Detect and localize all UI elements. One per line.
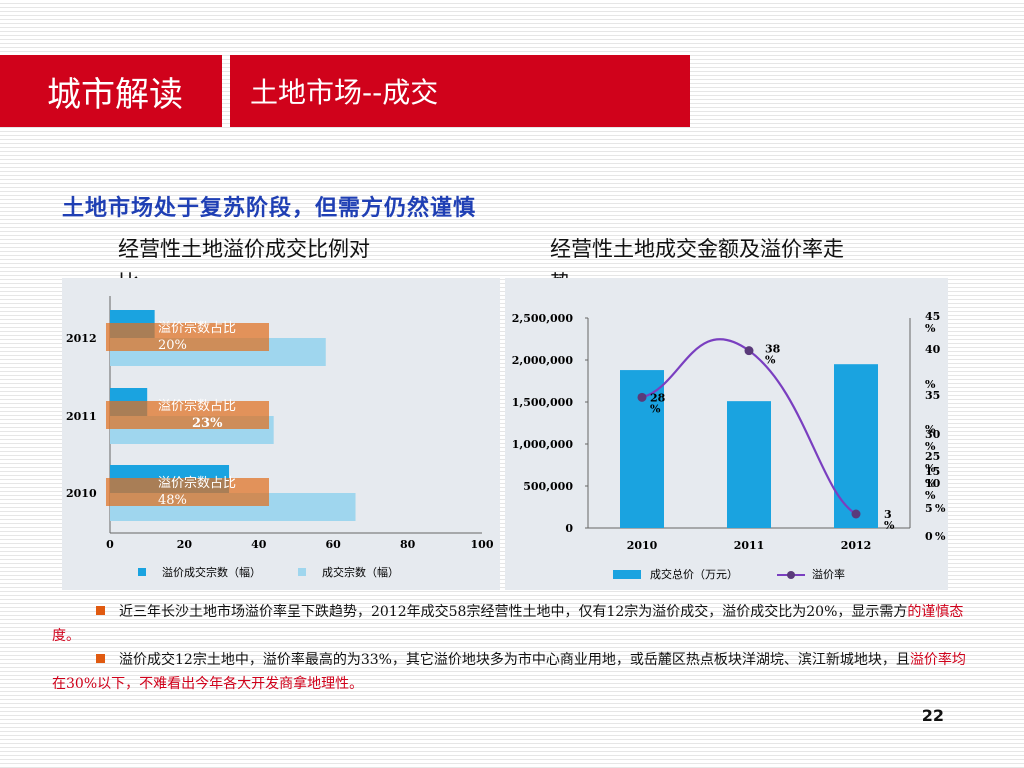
right-axis-tick: 25 [925,450,940,463]
right-axis-tick: 35 [925,389,940,402]
right-axis-tick-unit: % [925,440,936,453]
left-x-tick: 0 [106,538,114,551]
page-number: 22 [921,706,944,725]
premium-rate-point [851,509,861,519]
bullet-list: 近三年长沙土地市场溢价率呈下跌趋势，2012年成交58宗经营性土地中，仅有12宗… [52,600,967,696]
bullet-2: 溢价成交12宗土地中，溢价率最高的为33%，其它溢价地块多为市中心商业用地，或岳… [52,648,967,696]
right-axis-tick: 45 [925,310,940,323]
left-bar-chart: 0 20 40 60 80 100 2012 2011 2010 溢价宗数占比 20% 溢价宗数占… [66,296,494,579]
right-axis-tick: 5 [925,502,933,515]
right-category-label: 2011 [734,539,765,552]
legend-swatch-premium [138,568,146,576]
legend-label-rate: 溢价率 [812,567,845,581]
legend-label-total: 成交宗数（幅） [322,565,399,579]
right-axis-tick-unit: % [925,489,936,502]
right-combo-chart: 2,500,000 2,000,000 1,500,000 1,000,000 500,… [512,310,946,581]
right-axis-tick-unit: % [925,477,936,490]
right-left-tick: 2,500,000 [512,312,574,325]
bar-total-price [727,401,771,528]
annotation-value: 48% [158,493,187,508]
point-label-unit: % [765,354,776,367]
right-left-tick: 500,000 [523,480,573,493]
point-label: 3 [884,508,892,521]
bullet-2-text: 溢价成交12宗土地中，溢价率最高的为33%，其它溢价地块多为市中心商业用地，或岳… [119,652,910,668]
right-left-tick: 2,000,000 [512,354,574,367]
premium-rate-point [744,346,754,356]
left-x-tick: 100 [471,538,494,551]
legend-label-total-price: 成交总价（万元） [650,567,738,581]
right-axis-tick-unit: % [925,423,936,436]
left-x-tick: 80 [400,538,416,551]
legend-swatch-total [298,568,306,576]
headline: 土地市场处于复苏阶段，但需方仍然谨慎 [62,196,477,221]
section-header: 城市解读 [0,55,222,127]
section-title: 城市解读 [47,74,183,115]
bullet-square-icon [96,606,105,615]
right-axis-tick-unit: % [935,530,946,543]
right-axis-tick: 0 [925,530,933,543]
legend-label-premium: 溢价成交宗数（幅） [162,565,261,579]
bullet-2-highlight: 溢价率均在30%以下，不难看出今年各大开发商拿地理性。 [52,652,966,692]
right-left-tick: 0 [565,522,573,535]
left-chart-panel: 0 20 40 60 80 100 2012 2011 2010 溢价宗数占比 20% 溢价宗数占… [62,278,500,590]
right-left-tick: 1,000,000 [512,438,574,451]
right-axis-tick-unit: % [925,378,936,391]
right-category-label: 2012 [841,539,872,552]
right-chart-panel: 2,500,000 2,000,000 1,500,000 1,000,000 500,… [505,278,948,590]
annotation-box [106,401,269,429]
bullet-1-highlight: 的谨慎态度。 [52,604,964,644]
annotation-value: 20% [158,338,187,353]
right-axis-tick-unit: % [935,502,946,515]
premium-rate-point [637,392,647,402]
annotation-value: 23% [192,416,223,431]
left-category-label: 2010 [66,487,97,500]
left-x-tick: 60 [326,538,342,551]
right-left-tick: 1,500,000 [512,396,574,409]
left-category-label: 2012 [66,332,97,345]
right-axis-tick: 40 [925,343,941,356]
right-axis-tick: 15 [925,465,940,478]
annotation-label: 溢价宗数占比 [158,398,236,414]
annotation-label: 溢价宗数占比 [158,475,236,491]
page-title: 土地市场--成交 [250,76,439,109]
annotation-box [106,323,269,351]
page-header: 土地市场--成交 [230,55,690,127]
annotation-label: 溢价宗数占比 [158,320,236,336]
right-axis-tick-unit: % [925,462,936,475]
right-axis-tick: 30 [925,428,941,441]
right-chart-title: 经营性土地成交金额及溢价率走 势 [550,232,844,300]
right-category-label: 2010 [627,539,658,552]
legend-point-rate [787,571,795,579]
legend-swatch-total-price [613,570,641,579]
left-x-tick: 40 [251,538,267,551]
point-label-unit: % [884,519,895,532]
bullet-1: 近三年长沙土地市场溢价率呈下跌趋势，2012年成交58宗经营性土地中，仅有12宗… [52,600,967,648]
bullet-square-icon [96,654,105,663]
point-label-unit: % [650,402,661,415]
right-axis-tick: 10 [925,477,941,490]
right-chart-title-line1: 经营性土地成交金额及溢价率走 [550,237,844,261]
left-category-label: 2011 [66,410,97,423]
point-label: 28 [650,391,666,404]
bullet-1-text: 近三年长沙土地市场溢价率呈下跌趋势，2012年成交58宗经营性土地中，仅有12宗… [119,604,908,620]
left-chart-title-line1: 经营性土地溢价成交比例对 [118,237,370,261]
point-label: 38 [765,343,781,356]
annotation-box [106,478,269,506]
right-axis-tick-unit: % [925,322,936,335]
left-x-tick: 20 [177,538,193,551]
bar-total-price [834,364,878,528]
